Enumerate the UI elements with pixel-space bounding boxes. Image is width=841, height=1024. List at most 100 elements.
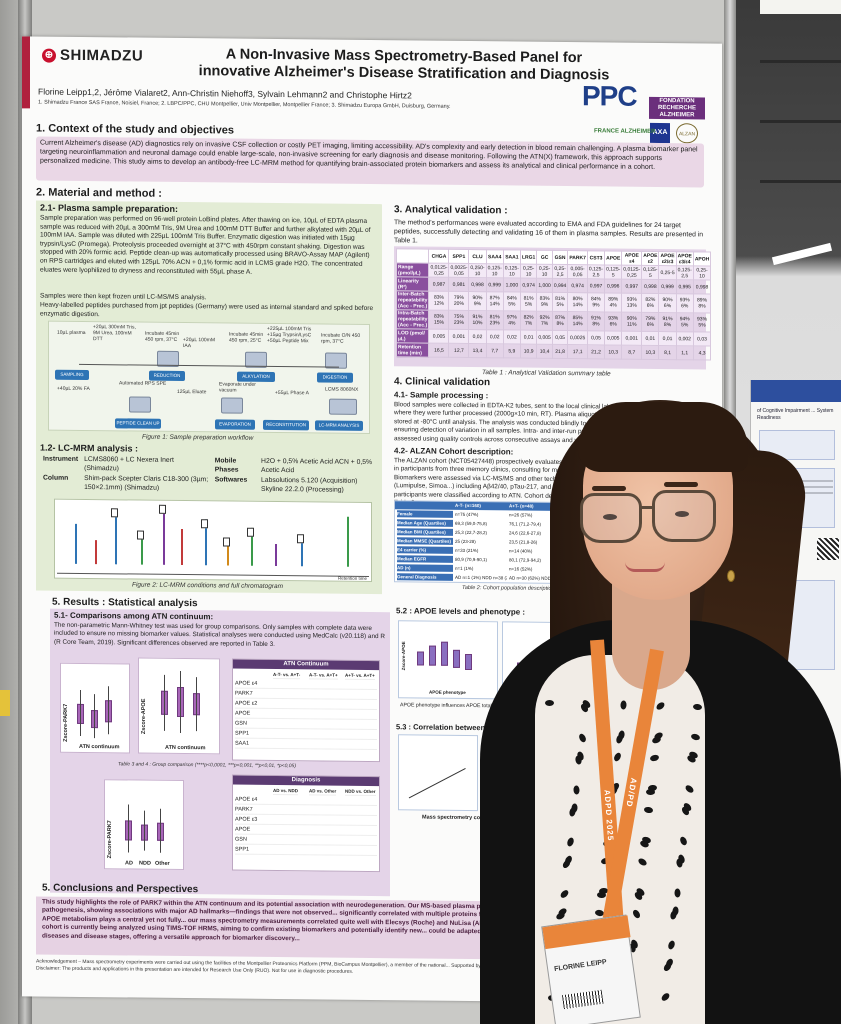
- table-cell: 85% 14%: [567, 311, 588, 331]
- table-cell: 0,005: [536, 330, 553, 345]
- comparison-column-header: AD vs. NDD: [273, 785, 299, 796]
- cohort-row-header: Median BMI (Quartiles): [397, 528, 453, 536]
- comparison-row: SPP1: [235, 729, 377, 741]
- table-cell: 79% 20%: [448, 291, 469, 311]
- table-cell: 0,0025-0,05: [448, 263, 469, 278]
- column-value: Shim-pack Scepter Claris C18-300 (3µm; 1…: [84, 474, 209, 492]
- table-cell: 80% 14%: [567, 292, 588, 312]
- regression-line: [408, 767, 466, 799]
- shirt-spot: [596, 891, 607, 899]
- softwares-value: Labsolutions 5.120 (Acquisition) Skyline…: [261, 476, 358, 494]
- chromatogram-peak: [181, 528, 183, 566]
- conference-badge: FLORINE LEIPP: [541, 914, 641, 1024]
- table-cell: 0,0025: [567, 330, 588, 345]
- instrument-key: Instrument: [43, 455, 79, 463]
- table-cell: 75% 23%: [448, 310, 469, 330]
- boxplot-box: [465, 653, 472, 671]
- table-cell: 94% 5%: [676, 312, 694, 332]
- barcode-icon: [561, 989, 604, 1010]
- mobile-phases-key: Mobile Phases: [214, 457, 239, 474]
- table-cell: 87% 8%: [552, 311, 568, 331]
- chromatogram-axis-label: Retention time: [337, 575, 367, 581]
- table-cell: 90% 6%: [658, 293, 677, 313]
- table-cell: 89% 4%: [604, 292, 622, 313]
- comparison-row: APOE ε3: [235, 815, 377, 827]
- boxplot-y-label: Zscore-APOE: [141, 698, 147, 735]
- comparison-column-header: AD vs. Other: [309, 786, 337, 796]
- table-cell: 0,125-2,5: [676, 265, 694, 280]
- table-cell: 91% 8%: [658, 312, 677, 332]
- instrument-value: LCMS8060 + LC Nexera Inert (Shimadzu): [84, 455, 174, 472]
- table-column-header: LRG1: [520, 250, 537, 265]
- section-21-text: Sample preparation was performed on 96-w…: [40, 214, 371, 276]
- cohort-row-header: AD (n): [397, 564, 453, 572]
- table-column-header: SAA4: [486, 249, 504, 264]
- instrument-icon: [221, 397, 243, 414]
- table-cell: 81% 5%: [520, 292, 537, 312]
- boxplot-x-label: ATN continuum: [165, 744, 206, 752]
- boxplot-whisker: [196, 677, 197, 732]
- cohort-row-header: General Diagnosis: [397, 573, 453, 581]
- table-cell: 0,0125-0,25: [428, 263, 449, 278]
- table-cell: 0,005-0,05: [567, 264, 588, 279]
- table-column-header: APOH: [693, 251, 711, 267]
- cohort-cell: 25,3 (22,7-28,2): [455, 529, 488, 536]
- table-cell: 0,999: [658, 279, 677, 294]
- section-2-heading: 2. Material and method :: [36, 186, 162, 200]
- table-cell: 0,998: [641, 279, 659, 294]
- boxplot-apoe-atn: Zscore-APOE ATN continuum: [138, 657, 220, 755]
- section-51-text: The non-parametric Mann-Whitney test was…: [54, 621, 385, 648]
- instrument-icon: [129, 396, 151, 413]
- table-cell: 93% 6%: [676, 293, 694, 313]
- table-1-caption: Table 1 : Analytical Validation summary …: [482, 369, 611, 378]
- instrument-table: Instrument LCMS8060 + LC Nexera Inert (S…: [40, 455, 378, 497]
- poster-affiliations: 1. Shimadzu France SAS France, Noisiel, …: [38, 99, 451, 110]
- ceiling-beam: [760, 60, 841, 63]
- table-cell: 0,125-5: [604, 264, 622, 280]
- workflow-note: Incubate O/N 450 rpm, 37°C: [321, 332, 361, 345]
- ceiling-beam: [760, 180, 841, 183]
- atn-table-title: ATN Continuum: [233, 659, 379, 671]
- workflow-step: DIGESTION: [317, 372, 353, 383]
- poster-authors: Florine Leipp1,2, Jérôme Vialaret2, Ann-…: [38, 86, 412, 101]
- table-column-header: PARK7: [567, 250, 588, 265]
- section-3-heading: 3. Analytical validation :: [394, 204, 508, 217]
- table-cell: 0,987: [428, 277, 449, 292]
- boxplot-box: [441, 641, 448, 666]
- table-cell: 81% 5%: [552, 292, 568, 312]
- peak-label: [111, 508, 118, 518]
- board-tag: [0, 690, 10, 716]
- table-cell: 0,998: [468, 277, 487, 292]
- comparison-column-header: A-T- vs. A+T+: [309, 670, 338, 680]
- table-cell: 89% 8%: [693, 293, 711, 314]
- apoe-y-label: Zscore-APOE: [401, 641, 406, 671]
- table-corner: [396, 248, 429, 264]
- table-cell: 0,974: [520, 278, 537, 293]
- table-cell: 83% 15%: [428, 310, 449, 330]
- comparison-row: GSN: [235, 835, 377, 847]
- table-column-header: GSN: [552, 250, 568, 265]
- comparison-row: SPP1: [235, 845, 377, 857]
- table-cell: 90% 9%: [468, 291, 487, 311]
- glasses-lens-left: [580, 493, 642, 543]
- chromatogram-peak: [347, 516, 349, 567]
- table-cell: 97% 4%: [503, 310, 521, 331]
- table-column-header: APOE: [604, 250, 622, 266]
- neighbor-poster-banner: [751, 380, 841, 402]
- workflow-step: SAMPLING: [55, 369, 89, 381]
- cohort-cell: n=75 (47%): [455, 511, 479, 518]
- boxplot-box: [429, 645, 436, 666]
- chromatogram-x-axis: [57, 572, 369, 577]
- table-cell: 0,01: [658, 331, 677, 346]
- cohort-cell: n=33 (21%): [455, 547, 479, 554]
- table-cell: 21,8: [552, 344, 568, 359]
- table-cell: 0,02: [468, 329, 487, 344]
- chromatogram-peak: [275, 543, 277, 567]
- boxplot-park7-diagnosis: Zscore-PARK7 AD NDD Other: [104, 779, 184, 871]
- table-cell: 4,3: [693, 345, 711, 361]
- table-cell: 0,01: [641, 331, 659, 346]
- comparison-column-header: NDD vs. Other: [345, 786, 376, 797]
- glasses-bridge: [640, 506, 654, 509]
- cohort-cell: 69,3 (59,0-75,8): [455, 520, 488, 527]
- figure-1-caption: Figure 1: Sample preparation workflow: [142, 433, 254, 442]
